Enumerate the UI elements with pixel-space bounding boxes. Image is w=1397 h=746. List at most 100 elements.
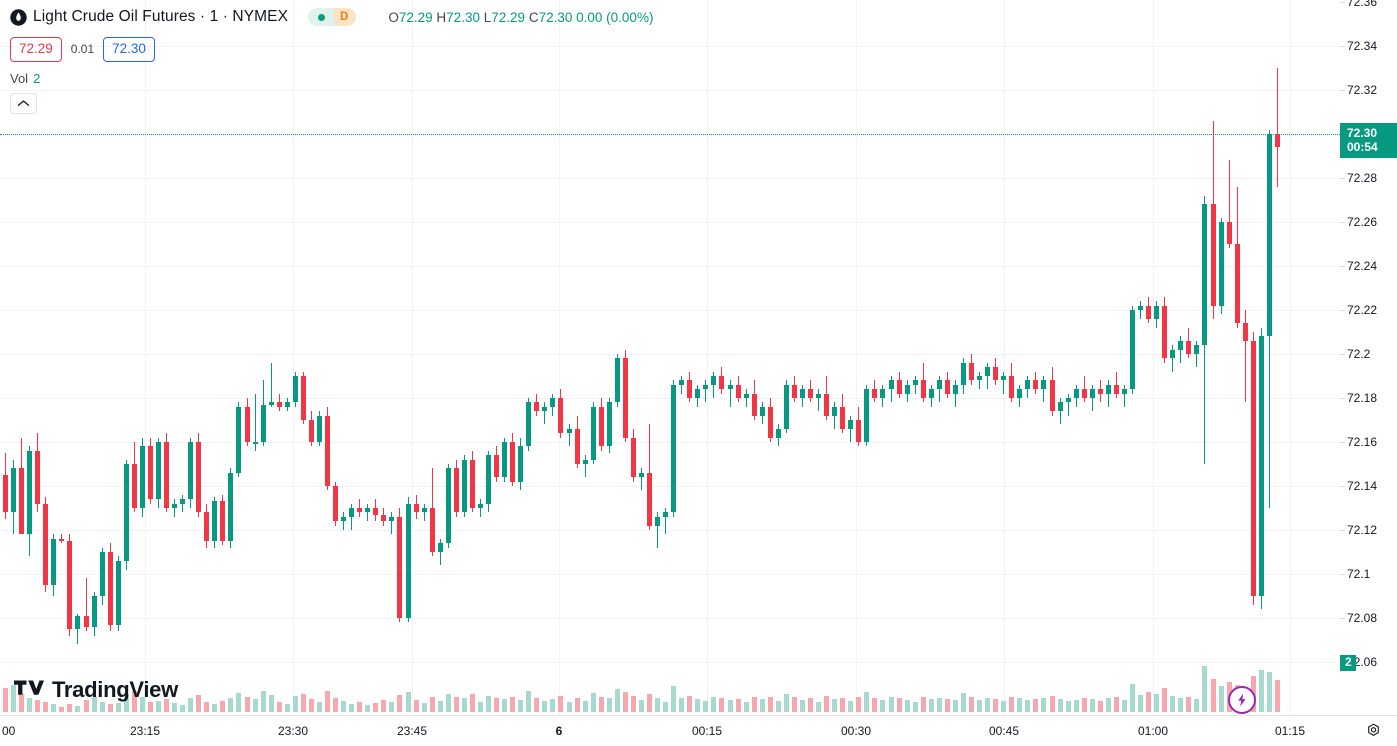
collapse-legend-button[interactable] [10, 93, 37, 114]
volume-bar [864, 691, 870, 712]
candle-body [284, 402, 290, 407]
candle-body [824, 393, 830, 416]
volume-bar [671, 686, 677, 712]
candle-body [19, 468, 25, 535]
gridline-horizontal [0, 618, 1340, 619]
volume-bar [518, 700, 524, 712]
candle-wick [391, 512, 393, 535]
price-tick-label: 72.12 [1347, 523, 1378, 537]
gridline-horizontal [0, 178, 1340, 179]
price-scale[interactable]: 72.3672.3472.3272.372.2872.2672.2472.227… [1340, 0, 1397, 715]
current-price-line [0, 134, 1340, 135]
candle-body [550, 398, 556, 407]
volume-bar [212, 703, 218, 712]
candle-body [977, 376, 983, 381]
open-value: 72.29 [398, 9, 433, 25]
symbol-title[interactable]: Light Crude Oil Futures · 1 · NYMEX [33, 8, 289, 25]
candle-body [590, 406, 596, 460]
candle-body [1154, 305, 1160, 319]
lightning-bolt-icon[interactable] [1228, 686, 1256, 714]
candle-body [711, 376, 717, 385]
candle-body [91, 596, 97, 627]
candle-wick [367, 503, 369, 522]
tradingview-logo-icon [14, 677, 44, 703]
candle-body [775, 428, 781, 438]
candle-body [518, 446, 524, 482]
status-dot-icon [317, 13, 325, 21]
candle-body [808, 389, 813, 398]
candle-body [461, 459, 467, 513]
volume-bar [856, 696, 862, 712]
volume-bar [1194, 699, 1200, 712]
ask-price[interactable]: 72.30 [103, 36, 155, 62]
volume-bar [743, 701, 749, 712]
volume-bar [840, 698, 846, 712]
candle-body [510, 442, 516, 482]
chart-plot-area[interactable] [0, 0, 1340, 715]
candle-body [268, 402, 274, 405]
volume-bar [188, 698, 194, 712]
price-tick-label: 72.34 [1347, 39, 1378, 53]
candle-wick [1196, 340, 1198, 368]
candle-body [622, 358, 628, 438]
candle-body [912, 380, 918, 385]
volume-bar [574, 698, 580, 712]
volume-bar [1065, 701, 1071, 712]
volume-scale-badge[interactable]: 2 [1340, 655, 1356, 671]
candle-body [638, 472, 644, 478]
price-tick-label: 72.08 [1347, 611, 1378, 625]
interval-pill[interactable]: D [308, 8, 357, 26]
price-tick-dash [1340, 574, 1345, 575]
candle-wick [584, 455, 586, 478]
candle-body [252, 442, 258, 444]
candle-body [155, 442, 161, 500]
volume-bar [1138, 694, 1144, 712]
candle-body [582, 459, 588, 464]
volume-bar [349, 703, 355, 712]
volume-bar [1154, 693, 1160, 712]
candle-wick [1003, 371, 1005, 394]
volume-bar [1130, 683, 1135, 712]
candle-body [188, 442, 194, 500]
candle-body [27, 450, 33, 535]
volume-bar [1178, 698, 1184, 712]
candle-body [695, 389, 701, 398]
volume-bar [1049, 695, 1055, 712]
gridline-vertical [856, 0, 857, 715]
price-tick-dash [1340, 90, 1345, 91]
volume-bar [365, 704, 371, 712]
gridline-vertical [559, 0, 560, 715]
gear-icon[interactable] [1364, 722, 1383, 741]
volume-bar [719, 698, 725, 712]
volume-bar [808, 698, 813, 712]
candle-body [59, 538, 65, 541]
candle-body [783, 384, 789, 429]
market-status-indicator [308, 8, 335, 26]
candle-wick [979, 371, 981, 390]
current-price-value: 72.30 [1347, 126, 1378, 140]
candle-body [1266, 134, 1272, 337]
candle-body [647, 472, 652, 526]
volume-bar [775, 701, 781, 712]
candle-body [655, 516, 661, 526]
candle-body [598, 406, 604, 447]
current-price-badge[interactable]: 72.30 00:54 [1340, 123, 1397, 158]
candle-wick [1091, 384, 1093, 412]
volume-bar [799, 700, 805, 712]
volume-bar [542, 701, 548, 712]
candle-body [1242, 323, 1248, 341]
volume-bar [944, 699, 950, 712]
bid-price[interactable]: 72.29 [10, 36, 62, 62]
volume-bar [43, 701, 49, 712]
volume-bar [373, 702, 379, 712]
change-value: 0.00 [576, 9, 603, 25]
volume-bar [35, 700, 41, 712]
ohlc-values: O72.29 H72.30 L72.29 C72.30 0.00 (0.00%) [388, 10, 653, 25]
candle-body [35, 450, 41, 504]
candle-body [421, 508, 427, 513]
candle-body [308, 420, 314, 442]
candle-wick [359, 499, 361, 517]
candle-body [872, 389, 878, 398]
volume-bar [196, 694, 202, 712]
time-scale[interactable]: 00 23:15 23:30 23:45 6 00:15 00:30 00:45 01:00 01… [0, 715, 1397, 746]
